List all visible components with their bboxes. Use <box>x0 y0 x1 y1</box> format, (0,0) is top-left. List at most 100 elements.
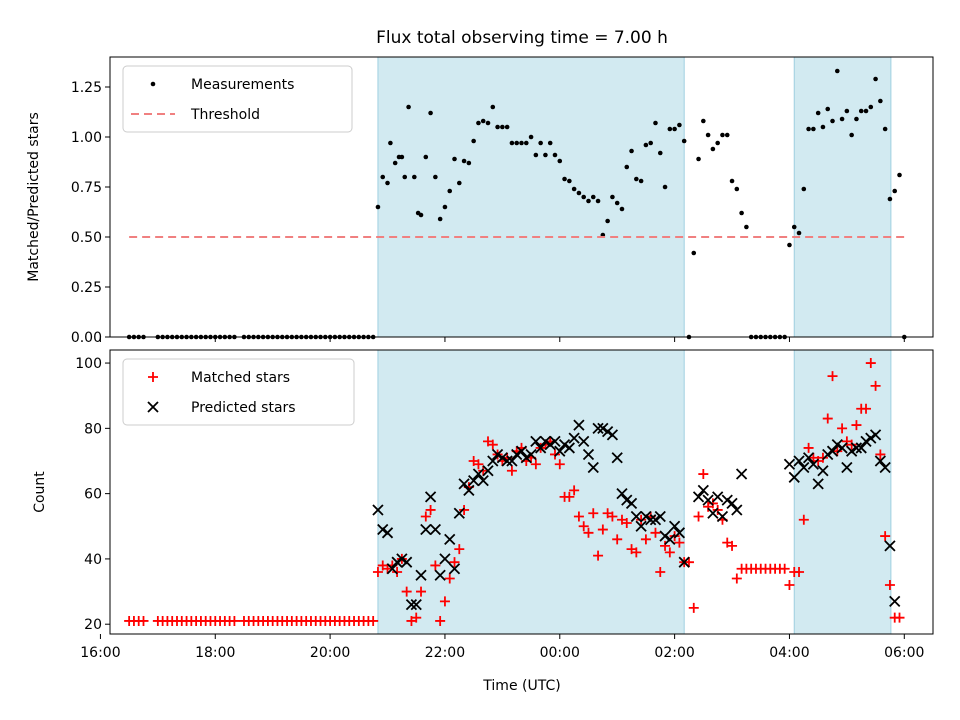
measurement-point <box>787 242 792 248</box>
predicted-star-point <box>539 435 552 448</box>
predicted-star-point <box>530 435 542 448</box>
measurement-point <box>442 204 448 210</box>
matched-star-point <box>425 504 436 515</box>
measurement-point <box>638 178 644 184</box>
measurement-point <box>509 140 515 146</box>
matched-star-point <box>631 547 642 558</box>
legend-label: Threshold <box>190 107 260 123</box>
matched-star-point <box>837 423 848 434</box>
matched-star-point <box>420 511 431 522</box>
matched-star-point <box>846 439 857 450</box>
y-tick-label: 100 <box>75 356 102 372</box>
predicted-star-point <box>788 471 800 483</box>
measurement-point <box>858 108 864 114</box>
measurement-point <box>878 98 883 104</box>
predicted-star-point <box>712 491 724 503</box>
measurement-point <box>375 204 381 210</box>
measurement-point <box>863 108 869 114</box>
chart-title: Flux total observing time = 7.00 h <box>376 28 668 48</box>
measurement-point <box>547 140 553 146</box>
matched-star-point <box>669 531 680 542</box>
x-tick-label: 06:00 <box>884 645 924 661</box>
measurement-point <box>897 172 902 178</box>
matched-star-point <box>827 371 838 382</box>
measurement-point <box>705 132 711 138</box>
legend-label: Matched stars <box>191 370 290 386</box>
measurement-point <box>590 194 596 200</box>
x-tick-label: 00:00 <box>540 645 580 661</box>
measurement-point <box>528 134 534 140</box>
observing-window <box>794 57 891 337</box>
measurement-point <box>610 194 615 200</box>
measurement-point <box>844 108 850 114</box>
measurement-point <box>586 198 591 204</box>
matched-star-point <box>430 560 441 571</box>
x-tick-label: 18:00 <box>195 645 235 661</box>
matched-star-point <box>607 511 618 522</box>
predicted-star-point <box>487 455 499 467</box>
measurement-point <box>614 200 620 206</box>
measurement-point <box>830 118 835 124</box>
matched-star-point <box>473 459 484 470</box>
predicted-star-point <box>568 432 580 444</box>
legend-key-dot <box>150 81 156 87</box>
measurement-point <box>476 120 481 126</box>
predicted-star-point <box>453 507 465 519</box>
matched-star-point <box>435 615 446 626</box>
predicted-star-point <box>611 452 623 464</box>
measurement-point <box>815 110 821 116</box>
matched-star-point <box>564 491 575 502</box>
measurement-point <box>428 110 433 116</box>
measurement-point <box>629 148 634 154</box>
predicted-star-point <box>865 432 877 444</box>
measurement-point <box>402 174 408 180</box>
predicted-star-point <box>841 461 853 474</box>
matched-star-point <box>875 449 886 460</box>
matched-star-point <box>798 514 809 525</box>
y-tick-label: 1.25 <box>71 80 102 96</box>
measurement-point <box>605 218 610 224</box>
predicted-star-point <box>802 452 815 464</box>
predicted-star-point <box>525 448 537 461</box>
matched-star-point <box>870 380 881 391</box>
matched-star-point <box>444 573 455 584</box>
predicted-star-point <box>501 455 513 467</box>
predicted-star-point <box>544 439 556 451</box>
matched-star-point <box>368 615 379 626</box>
predicted-star-point <box>846 445 858 457</box>
measurement-point <box>480 118 486 124</box>
measurement-point <box>423 154 429 160</box>
measurement-point <box>495 124 500 130</box>
measurement-point <box>567 178 572 184</box>
predicted-star-point <box>520 452 532 464</box>
predicted-star-point <box>664 533 676 545</box>
matched-star-point <box>416 586 427 597</box>
x-tick-label: 02:00 <box>654 645 694 661</box>
matched-star-point <box>707 498 718 509</box>
predicted-star-point <box>468 474 480 487</box>
predicted-star-point <box>831 439 843 451</box>
predicted-star-point <box>549 435 561 448</box>
measurement-point <box>624 164 630 170</box>
matched-star-point <box>851 420 862 431</box>
measurement-point <box>653 120 658 126</box>
observing-window <box>794 350 891 634</box>
measurement-point <box>681 138 687 144</box>
predicted-star-point <box>592 422 604 434</box>
matched-star-point <box>549 449 560 460</box>
matched-star-point <box>731 573 742 584</box>
y-tick-label: 1.00 <box>71 130 102 146</box>
matched-star-point <box>727 540 738 551</box>
matched-star-point <box>593 550 604 561</box>
predicted-star-point <box>640 510 652 523</box>
predicted-star-point <box>415 569 427 581</box>
predicted-star-point <box>889 595 901 607</box>
measurement-point <box>385 180 390 186</box>
measurement-point <box>696 156 701 162</box>
predicted-star-point <box>649 514 662 526</box>
predicted-star-point <box>783 458 796 470</box>
observing-window <box>377 350 685 634</box>
measurement-point <box>485 120 491 126</box>
y-tick-label: 60 <box>84 487 102 503</box>
measurement-point <box>533 152 539 158</box>
